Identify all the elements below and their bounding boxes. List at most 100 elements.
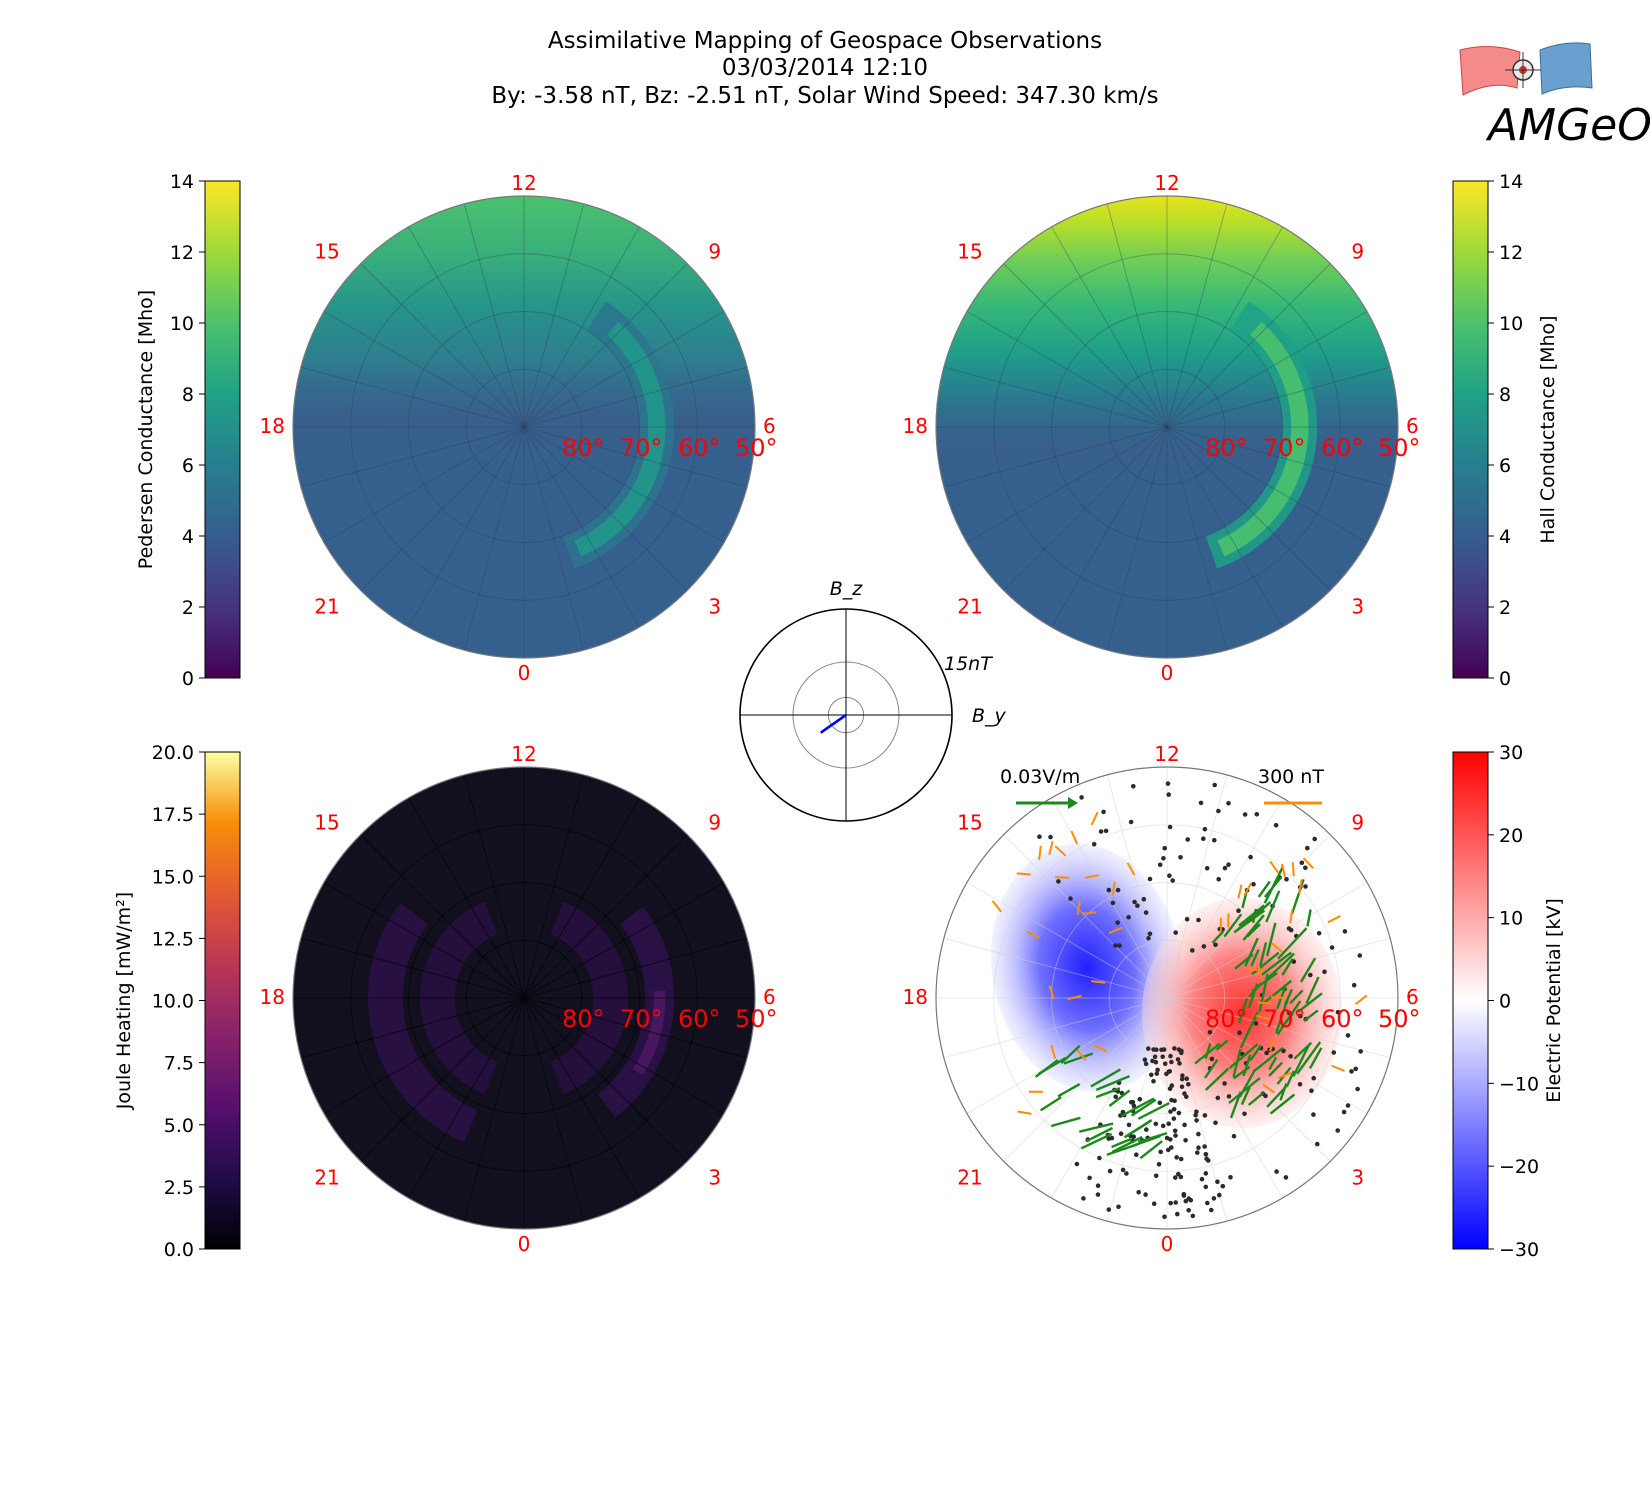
dayside-band (293, 196, 755, 658)
colorbar-tick-label: 12 (170, 242, 194, 264)
colorbar-label: Pedersen Conductance [Mho] (135, 290, 157, 569)
ion-drift-vector (1242, 1054, 1252, 1077)
ion-drift-vector (1267, 952, 1296, 980)
colorbar-tick-label: 10 (1499, 908, 1523, 930)
mlt-label: 15 (314, 811, 339, 835)
mlt-gridline (1166, 797, 1283, 999)
lat-label: 80° (1205, 434, 1248, 462)
observation-point (1202, 1144, 1207, 1149)
mlt-gridline (523, 834, 688, 999)
vector-legend-arrowhead (1068, 797, 1078, 809)
observation-point (1349, 1069, 1354, 1074)
observation-point (1345, 1103, 1351, 1108)
ion-drift-vector (1228, 1043, 1259, 1070)
observation-point (1087, 1175, 1092, 1181)
mlt-label: 18 (260, 414, 285, 438)
observation-point (1335, 1009, 1341, 1015)
mlt-gridline (1166, 426, 1331, 591)
ion-drift-vector (1108, 1089, 1131, 1107)
magnetometer-vector (1256, 1014, 1271, 1021)
observation-point (1222, 865, 1228, 871)
mlt-gridline (300, 366, 525, 428)
mlt-gridline (523, 366, 748, 428)
observation-point (1190, 948, 1195, 953)
lat-gridline-70 (1051, 311, 1283, 543)
observation-point (1179, 1084, 1185, 1089)
ion-drift-vector (1238, 904, 1265, 927)
colorbar-tick-label: 0 (1499, 668, 1511, 690)
ion-drift-vector (1258, 973, 1269, 1013)
ion-drift-vector (1268, 1056, 1278, 1071)
observation-point (1167, 873, 1172, 878)
magnetometer-vector (1269, 860, 1280, 874)
colorbar-tick-label: 2 (1499, 597, 1511, 619)
observation-point (1118, 1113, 1123, 1118)
mlt-gridline (1166, 426, 1228, 651)
polar-boundary (292, 195, 756, 659)
ion-drift-vector (1237, 997, 1249, 1024)
magnetometer-vector (1038, 845, 1042, 860)
colorbar-scale (204, 751, 241, 1250)
magnetometer-vector (1048, 840, 1054, 856)
mlt-label: 12 (1154, 742, 1179, 766)
mlt-gridline (300, 937, 525, 999)
colorbar-label: Joule Heating [mW/m²] (113, 892, 135, 1110)
mlt-gridline (463, 426, 525, 651)
observation-point (1091, 841, 1097, 847)
magnetometer-vector (1091, 980, 1106, 984)
lat-gridline-80 (1108, 939, 1226, 1057)
observation-point (1204, 866, 1210, 871)
mlt-gridline (523, 997, 585, 1222)
observation-point (1144, 1127, 1149, 1132)
observation-point (1312, 836, 1317, 842)
magnetometer-vector (1269, 1037, 1276, 1052)
bz-axis-label: B_z (830, 578, 864, 600)
magnetometer-vector (1331, 1064, 1345, 1072)
colorbar-tick-label: 6 (1499, 455, 1511, 477)
mlt-gridline (523, 882, 725, 999)
auroral-oval-core (574, 321, 666, 557)
mlt-gridline (523, 774, 585, 999)
mlt-label: 0 (1161, 1232, 1174, 1256)
polar-boundary (292, 766, 756, 1230)
observation-point (1226, 1094, 1232, 1099)
ion-drift-vector (1268, 1061, 1283, 1077)
imf-clock-dial: B_z B_y 15nT (739, 578, 1007, 822)
ion-drift-vector (1279, 1083, 1288, 1101)
magnetometer-vector (1270, 942, 1284, 953)
observation-point (1037, 834, 1042, 839)
mlt-gridline (408, 797, 525, 999)
lat-label: 70° (620, 434, 663, 462)
observation-point (1153, 1121, 1159, 1127)
mlt-label: 21 (314, 594, 339, 618)
observation-point (1106, 1136, 1111, 1141)
observation-point (1166, 1121, 1171, 1127)
mlt-gridline (1106, 997, 1168, 1222)
observation-point (1137, 1096, 1143, 1102)
colorbar-tick-label: 8 (1499, 384, 1511, 406)
polar-field (293, 767, 755, 1229)
observation-point (1236, 908, 1241, 913)
hall-colorbar: 0 2 4 6 8 10 12 14 Hall Conductance [Mho] (1452, 171, 1559, 690)
observation-point (1097, 1155, 1102, 1161)
colorbar-tick-label: 14 (1499, 171, 1523, 193)
magnetometer-vector (1270, 995, 1285, 999)
ion-drift-vector (1289, 989, 1304, 1005)
mlt-gridline (966, 426, 1168, 543)
observation-point (1174, 1155, 1179, 1160)
observation-point (1079, 795, 1084, 800)
magnetometer-vector (1108, 926, 1123, 935)
potential-polar-panel: 12 15 9 18 6 21 3 0 80° 70° 60° 50° 0.03V/m 300 nT (903, 742, 1421, 1256)
observation-point (1179, 1048, 1184, 1054)
ring-label: 15nT (944, 653, 993, 675)
title-line-2: 03/03/2014 12:10 (722, 55, 928, 81)
polar-field (293, 196, 755, 658)
lat-gridline-60 (993, 824, 1341, 1172)
observation-point (1222, 1081, 1227, 1086)
observation-point (1179, 1076, 1185, 1082)
observation-point (1311, 1075, 1316, 1081)
mlt-label: 18 (260, 985, 285, 1009)
magnetometer-vector (1048, 985, 1055, 1000)
magnetometer-vector (1257, 964, 1263, 980)
colorbar-tick-label: 10.0 (152, 991, 194, 1013)
